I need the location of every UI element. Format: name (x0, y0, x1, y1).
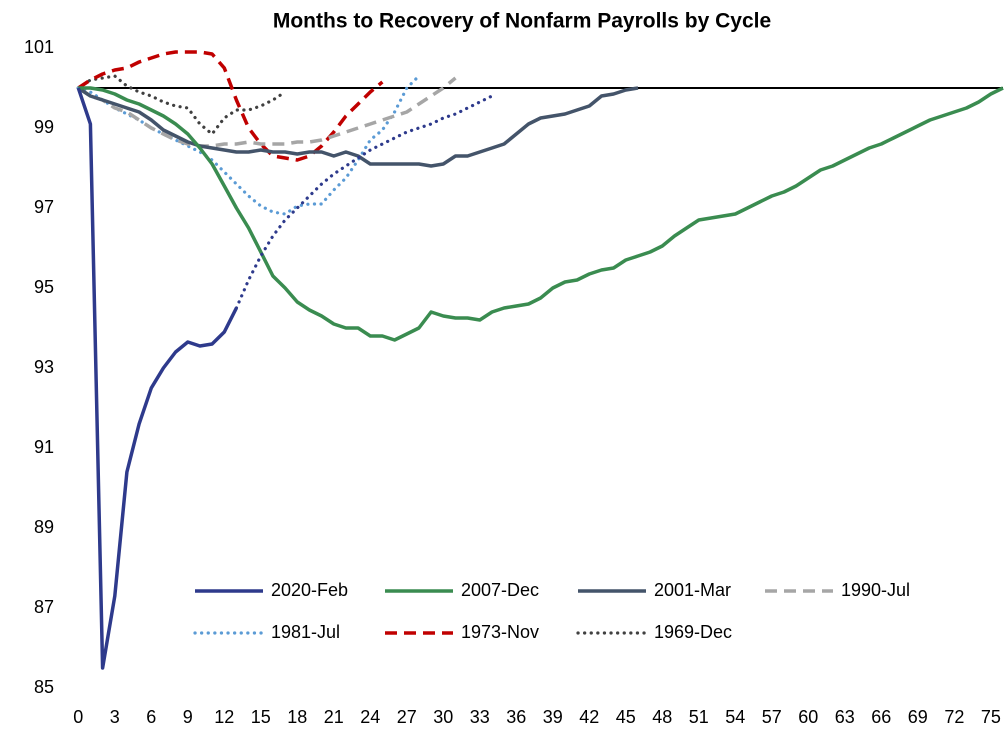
x-tick-label: 33 (470, 707, 490, 727)
x-tick-label: 30 (433, 707, 453, 727)
x-tick-label: 36 (506, 707, 526, 727)
y-tick-label: 97 (34, 197, 54, 217)
x-tick-label: 39 (543, 707, 563, 727)
y-tick-label: 85 (34, 677, 54, 697)
series-line (76, 74, 287, 136)
x-tick-label: 60 (798, 707, 818, 727)
x-tick-label: 27 (397, 707, 417, 727)
series-line (77, 76, 457, 148)
legend-label: 1990-Jul (841, 580, 910, 600)
x-tick-label: 12 (214, 707, 234, 727)
y-tick-label: 93 (34, 357, 54, 377)
x-tick-label: 75 (981, 707, 1001, 727)
x-tick-label: 63 (835, 707, 855, 727)
x-tick-label: 66 (871, 707, 891, 727)
x-tick-label: 57 (762, 707, 782, 727)
x-tick-label: 51 (689, 707, 709, 727)
x-tick-label: 9 (183, 707, 193, 727)
y-tick-label: 99 (34, 117, 54, 137)
x-tick-label: 18 (287, 707, 307, 727)
x-tick-label: 0 (73, 707, 83, 727)
x-tick-label: 69 (908, 707, 928, 727)
series-line (76, 87, 238, 670)
legend-label: 2001-Mar (654, 580, 731, 600)
legend-label: 1973-Nov (461, 622, 539, 642)
x-tick-label: 6 (146, 707, 156, 727)
y-tick-label: 89 (34, 517, 54, 537)
x-tick-label: 54 (725, 707, 745, 727)
chart-title: Months to Recovery of Nonfarm Payrolls b… (273, 10, 771, 33)
legend-label: 1969-Dec (654, 622, 732, 642)
y-tick-label: 101 (24, 37, 54, 57)
series-line (77, 50, 384, 162)
x-tick-label: 15 (251, 707, 271, 727)
legend-label: 2020-Feb (271, 580, 348, 600)
projection-line (234, 94, 494, 310)
y-tick-label: 91 (34, 437, 54, 457)
x-tick-label: 72 (944, 707, 964, 727)
series-line (77, 86, 639, 168)
x-tick-label: 3 (110, 707, 120, 727)
x-tick-label: 21 (324, 707, 344, 727)
x-tick-label: 42 (579, 707, 599, 727)
y-tick-label: 95 (34, 277, 54, 297)
series-line (78, 86, 1004, 342)
x-tick-label: 24 (360, 707, 380, 727)
legend-label: 2007-Dec (461, 580, 539, 600)
x-tick-label: 48 (652, 707, 672, 727)
legend-label: 1981-Jul (271, 622, 340, 642)
y-tick-label: 87 (34, 597, 54, 617)
x-tick-label: 45 (616, 707, 636, 727)
